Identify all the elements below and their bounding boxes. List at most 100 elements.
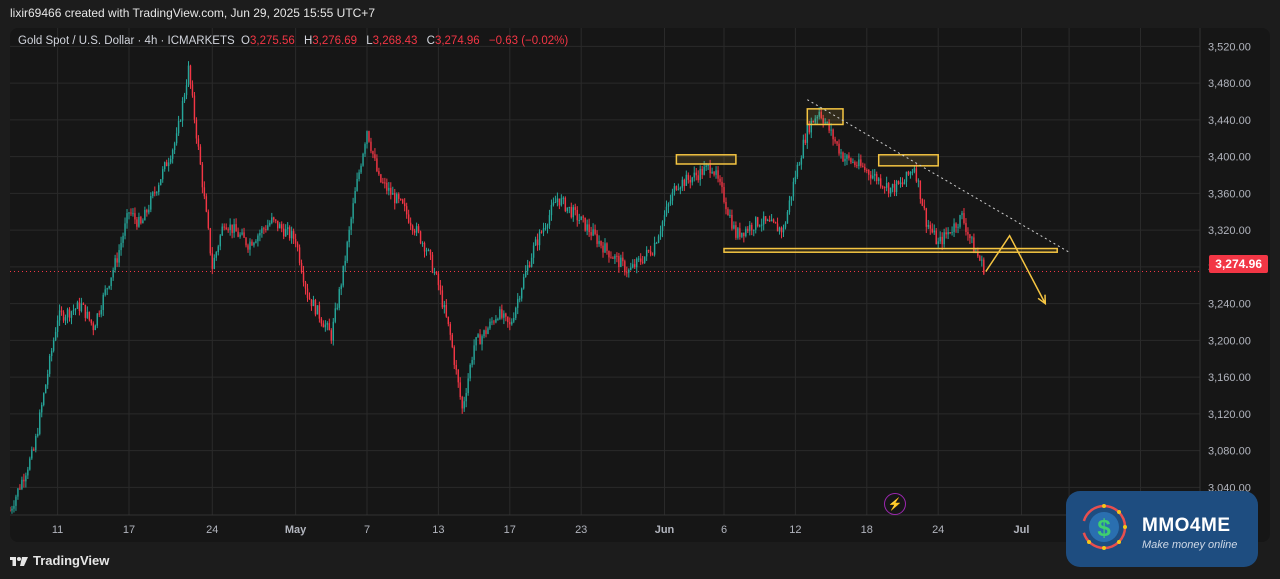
candle-down: [965, 223, 967, 232]
candle-up: [911, 171, 914, 173]
candle-down: [419, 231, 422, 244]
candle-up: [183, 95, 186, 101]
last-price-tag: 3,274.96: [1209, 255, 1268, 273]
candle-down: [372, 151, 374, 155]
candle-down: [84, 304, 87, 318]
x-tick-label: Jun: [655, 524, 675, 536]
candle-up: [659, 231, 662, 237]
candle-down: [634, 264, 636, 268]
candle-up: [566, 207, 569, 212]
candle-down: [390, 187, 392, 195]
y-tick-label: 3,320.00: [1208, 225, 1251, 237]
candle-down: [868, 170, 870, 175]
candle-up: [753, 229, 755, 231]
candle-down: [600, 241, 602, 246]
candle-down: [977, 251, 979, 257]
candle-down: [205, 196, 208, 212]
candle-up: [21, 479, 23, 489]
candle-up: [122, 235, 124, 243]
tradingview-logo[interactable]: TradingView: [10, 553, 109, 568]
pattern-top-box: [675, 154, 737, 165]
candle-up: [544, 227, 547, 229]
candle-up: [572, 207, 574, 218]
candle-down: [273, 217, 275, 220]
candle-down: [864, 166, 866, 171]
candle-down: [251, 241, 253, 246]
candle-up: [770, 219, 773, 222]
candle-down: [540, 231, 543, 233]
candle-down: [723, 187, 725, 202]
candle-up: [15, 496, 17, 506]
candle-down: [856, 165, 858, 167]
candle-down: [862, 165, 864, 167]
candle-up: [366, 131, 368, 145]
candle-down: [201, 164, 204, 188]
candle-up: [818, 111, 820, 117]
candle-up: [693, 172, 695, 178]
publisher-caption: lixir69466 created with TradingView.com,…: [10, 6, 375, 20]
candle-up: [826, 122, 828, 124]
candle-down: [247, 245, 249, 250]
candle-down: [612, 257, 614, 259]
candle-down: [622, 257, 624, 262]
candle-down: [401, 199, 404, 204]
candle-up: [58, 310, 61, 321]
x-tick-label: Jul: [1014, 524, 1030, 536]
candle-up: [497, 318, 499, 320]
candle-down: [382, 182, 384, 184]
candle-up: [604, 243, 606, 253]
candle-down: [10, 510, 11, 512]
candle-down: [134, 213, 136, 220]
candle-up: [519, 298, 521, 300]
candle-up: [548, 215, 551, 226]
candle-down: [146, 209, 148, 213]
candle-up: [253, 242, 255, 246]
candle-down: [897, 181, 900, 184]
candle-up: [671, 192, 674, 201]
candle-down: [211, 253, 214, 269]
neckline-band: [723, 247, 1058, 253]
candle-up: [679, 187, 682, 190]
candle-down: [455, 364, 457, 370]
candle-up: [342, 265, 344, 286]
candle-down: [459, 382, 461, 398]
candle-up: [213, 257, 215, 269]
candle-down: [505, 313, 507, 317]
candle-up: [473, 345, 475, 360]
x-tick-label: 6: [721, 524, 727, 536]
watermark-badge: $ MMO4ME Make money online: [1066, 491, 1258, 567]
candle-up: [796, 164, 799, 177]
candle-down: [78, 302, 81, 311]
candle-up: [132, 213, 134, 215]
y-tick-label: 3,160.00: [1208, 372, 1251, 384]
lightning-icon[interactable]: ⚡: [884, 493, 906, 515]
candle-down: [386, 182, 388, 191]
candle-down: [98, 313, 100, 315]
price-chart[interactable]: 3,040.003,080.003,120.003,160.003,200.00…: [10, 28, 1270, 542]
chart-panel[interactable]: 3,040.00 3,080.00 3,120.00 3,160.00 3,200.00…: [10, 28, 1270, 542]
candle-up: [392, 193, 394, 195]
candle-up: [816, 116, 818, 119]
candle-down: [199, 146, 202, 165]
candle-down: [296, 243, 299, 248]
candle-up: [185, 85, 188, 96]
candle-up: [427, 249, 430, 251]
candle-up: [364, 144, 366, 154]
candle-up: [162, 169, 164, 180]
candle-down: [405, 206, 408, 215]
candle-up: [760, 224, 763, 226]
candle-down: [618, 256, 620, 268]
candle-down: [774, 222, 777, 224]
candle-up: [628, 269, 630, 273]
candle-up: [526, 265, 529, 272]
candle-down: [368, 131, 370, 142]
candle-down: [596, 233, 598, 244]
x-tick-label: 18: [861, 524, 873, 536]
projection-path: [985, 234, 1046, 305]
candle-down: [963, 213, 965, 224]
candle-down: [883, 187, 886, 189]
candle-up: [913, 168, 916, 172]
candle-up: [707, 164, 709, 166]
candle-down: [564, 197, 567, 212]
candle-up: [148, 209, 150, 213]
